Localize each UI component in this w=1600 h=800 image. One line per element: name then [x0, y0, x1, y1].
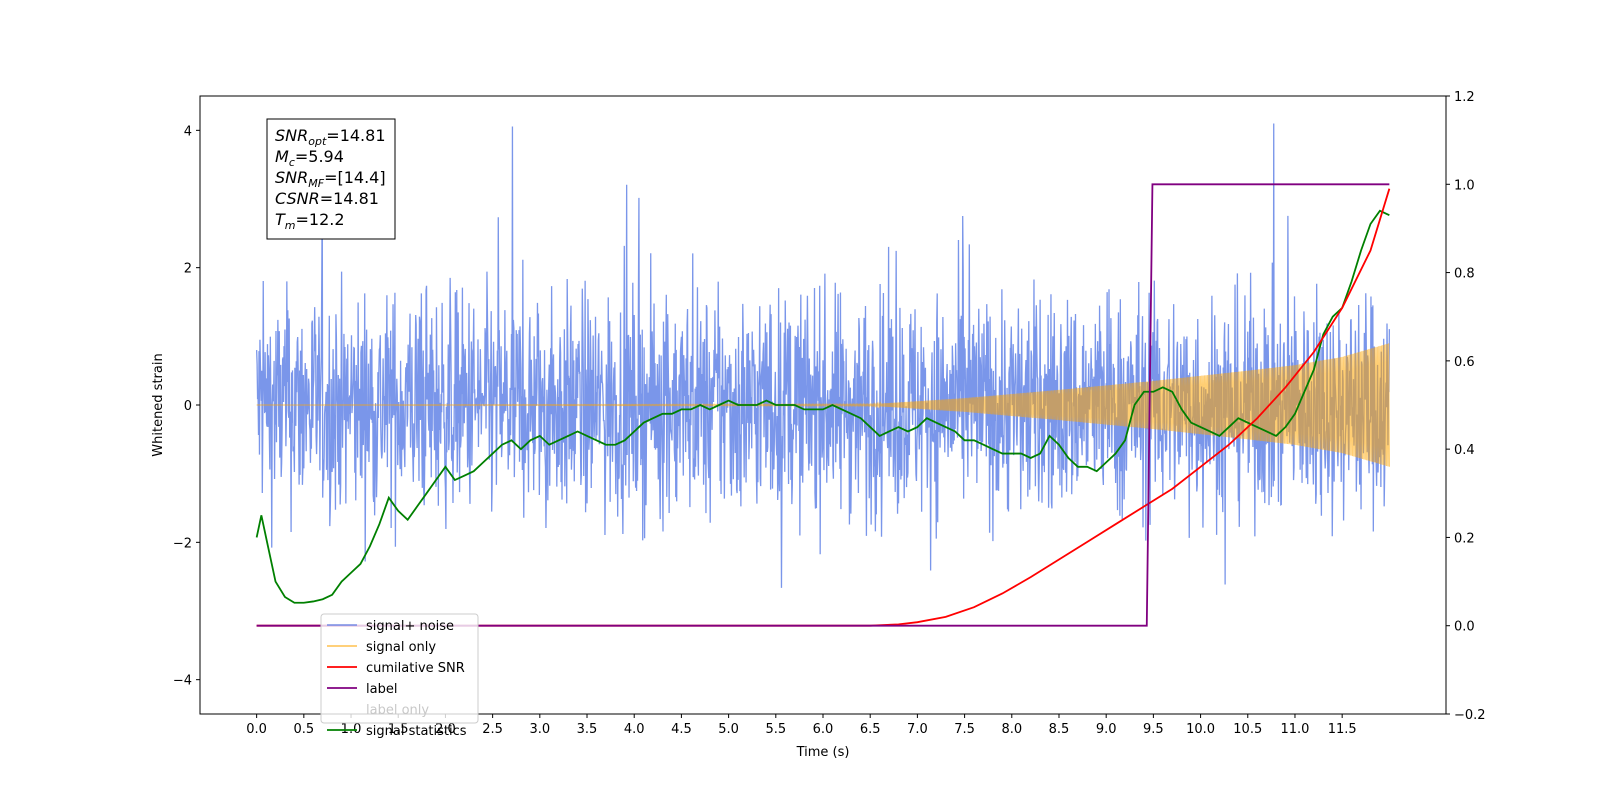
- y-right-tick-label: 1.0: [1454, 178, 1475, 193]
- info-value: =5.94: [295, 147, 344, 166]
- signal-statistics-line: [255, 209, 1390, 604]
- x-tick-label: 4.0: [624, 722, 645, 737]
- info-line: Mc=5.94: [275, 147, 344, 169]
- x-tick-label: 10.5: [1233, 722, 1262, 737]
- y-right-tick-label: 0.8: [1454, 267, 1475, 282]
- y-tick-label: −4: [173, 674, 192, 689]
- info-line: Tm=12.2: [275, 210, 345, 232]
- x-tick-label: 11.0: [1280, 722, 1309, 737]
- x-tick-label: 8.5: [1049, 722, 1070, 737]
- y-tick-label: 2: [184, 262, 192, 277]
- legend-label: cumilative SNR: [366, 661, 465, 676]
- info-line: SNRMF=[14.4]: [275, 168, 386, 190]
- signal-only-line: [256, 343, 1390, 467]
- legend-label: label only: [366, 703, 429, 718]
- x-tick-label: 0.0: [246, 722, 267, 737]
- x-tick-label: 7.5: [954, 722, 975, 737]
- x-tick-label: 2.0: [435, 722, 456, 737]
- x-tick-label: 6.0: [813, 722, 834, 737]
- x-tick-label: 11.5: [1328, 722, 1357, 737]
- x-tick-label: 3.5: [577, 722, 598, 737]
- signal-noise-line: [255, 123, 1391, 588]
- info-subscript: opt: [308, 135, 327, 148]
- y-right-tick-label: 1.2: [1454, 90, 1475, 105]
- y-tick-label: 4: [184, 124, 192, 139]
- x-tick-label: 2.5: [482, 722, 503, 737]
- info-symbol: CSNR: [275, 189, 320, 208]
- info-symbol: M: [275, 147, 289, 166]
- info-subscript: MF: [308, 177, 324, 190]
- legend-label: label: [366, 682, 397, 697]
- x-tick-label: 8.0: [1001, 722, 1022, 737]
- info-box: SNRopt=14.81Mc=5.94SNRMF=[14.4]CSNR=14.8…: [266, 118, 396, 240]
- x-axis-label: Time (s): [796, 745, 850, 760]
- x-tick-label: 0.5: [293, 722, 314, 737]
- x-tick-label: 5.5: [765, 722, 786, 737]
- legend-frame: [320, 613, 479, 724]
- x-tick-label: 9.5: [1143, 722, 1164, 737]
- y-right-tick-label: −0.2: [1454, 708, 1486, 723]
- info-value: =14.81: [320, 189, 379, 208]
- info-subscript: c: [289, 156, 295, 169]
- info-subscript: m: [285, 219, 296, 232]
- y-tick-label: 0: [184, 399, 192, 414]
- legend-label: signal statistics: [366, 724, 467, 739]
- x-tick-label: 4.5: [671, 722, 692, 737]
- x-tick-label: 1.5: [388, 722, 409, 737]
- y-axis-label: Whitened strain: [151, 353, 166, 456]
- x-tick-label: 5.0: [718, 722, 739, 737]
- x-tick-label: 10.0: [1186, 722, 1215, 737]
- legend-label: signal+ noise: [366, 619, 454, 634]
- y-right-tick-label: 0.2: [1454, 531, 1475, 546]
- info-value: =14.81: [326, 126, 385, 145]
- info-value: =[14.4]: [324, 168, 386, 187]
- info-line: SNRopt=14.81: [275, 126, 386, 148]
- y-right-tick-label: 0.4: [1454, 443, 1475, 458]
- info-symbol: T: [275, 210, 286, 229]
- series-layer: [255, 123, 1391, 627]
- x-tick-label: 3.0: [529, 722, 550, 737]
- ticks-layer: 0.0 0.5 1.0 1.5 2.0 2.5 3.0 3.5 4.0 4.5 5.0 5.5 6.0 6…: [173, 90, 1486, 737]
- x-tick-label: 6.5: [860, 722, 881, 737]
- y-right-tick-label: 0.0: [1454, 620, 1475, 635]
- x-tick-label: 7.0: [907, 722, 928, 737]
- info-symbol: SNR: [275, 126, 308, 145]
- cumulative-snr-line: [256, 188, 1391, 627]
- legend-label: signal only: [366, 640, 436, 655]
- y-right-tick-label: 0.6: [1454, 355, 1475, 370]
- info-box-frame: [266, 118, 396, 240]
- legend: signal+ noise signal only cumilative SNR la…: [320, 613, 479, 739]
- info-value: =12.2: [296, 210, 345, 229]
- y-tick-label: −2: [173, 536, 192, 551]
- info-symbol: SNR: [275, 168, 308, 187]
- label-line: [256, 183, 1390, 627]
- info-line: CSNR=14.81: [275, 189, 379, 208]
- x-tick-label: 9.0: [1096, 722, 1117, 737]
